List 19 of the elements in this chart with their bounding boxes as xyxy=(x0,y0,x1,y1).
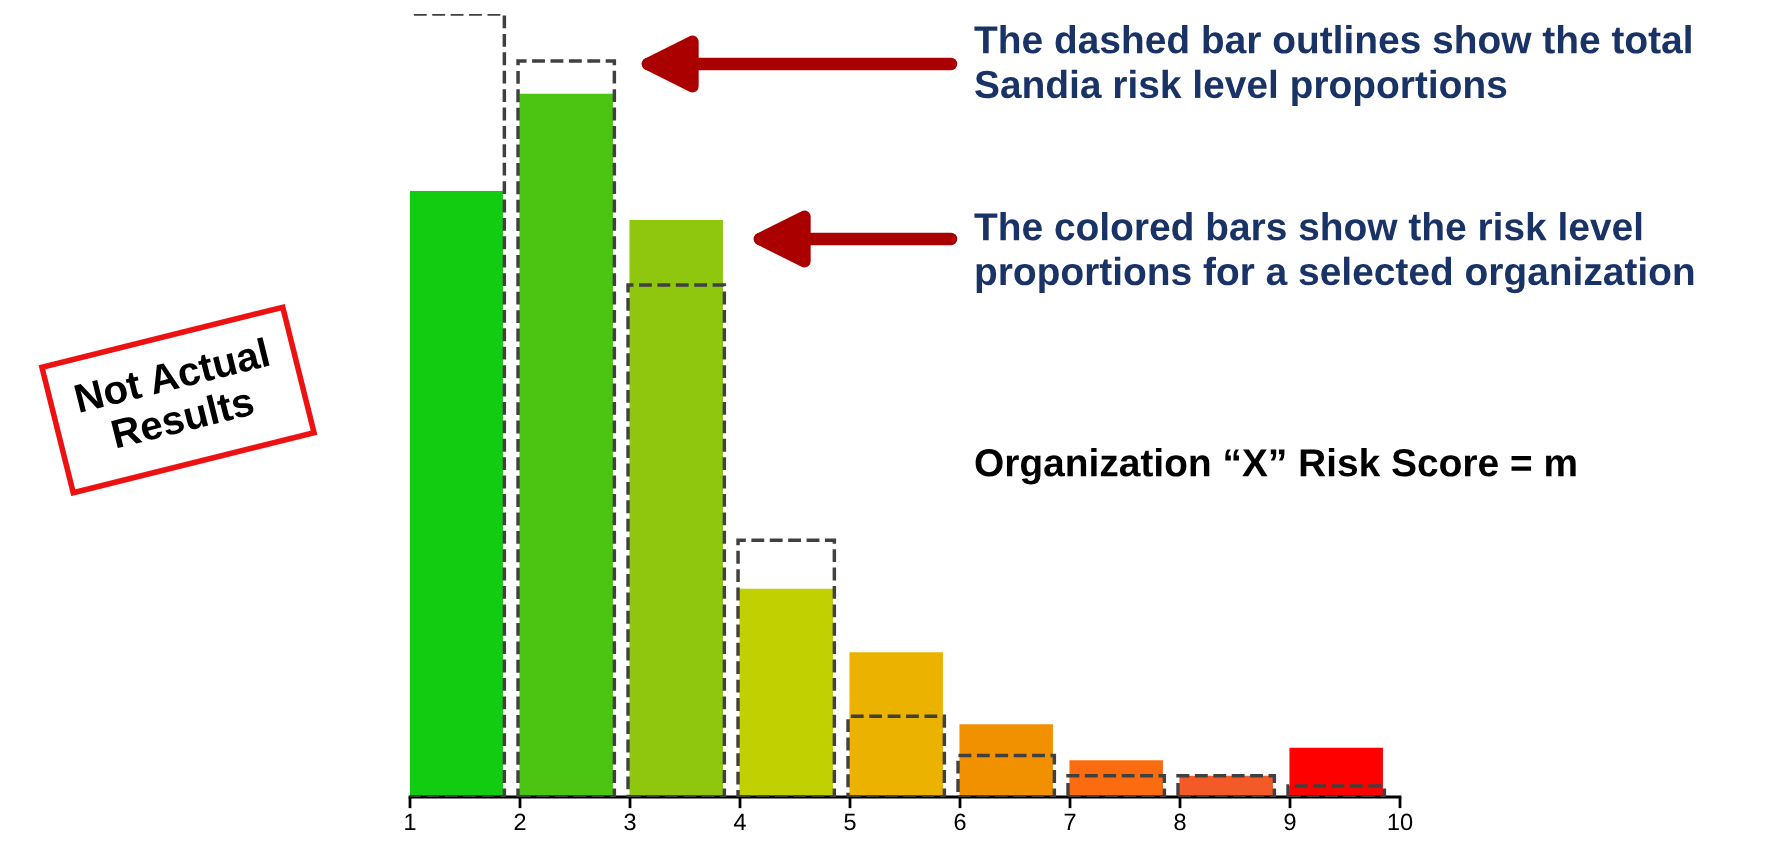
x-tick-label: 3 xyxy=(624,813,636,831)
bar xyxy=(849,652,943,797)
x-tick-label: 6 xyxy=(954,813,966,831)
x-tick-label: 2 xyxy=(514,813,526,831)
x-tick-label: 4 xyxy=(733,813,746,831)
bar xyxy=(739,588,833,797)
x-tick-label: 7 xyxy=(1064,813,1076,831)
annotation: Organization “X” Risk Score = m xyxy=(975,448,1576,485)
x-tick-label: 1 xyxy=(405,813,416,831)
bar xyxy=(959,724,1053,797)
annotation: The dashed bar outlines show the total Sandia risk level proportions xyxy=(974,25,1691,106)
bar xyxy=(410,190,503,797)
bar xyxy=(629,219,723,797)
x-tick-label: 8 xyxy=(1174,813,1186,831)
x-tick-label: 10 xyxy=(1388,813,1413,831)
text: Not Actual Results xyxy=(73,337,270,449)
annotation: The colored bars show the risk level proportions for a selected organization xyxy=(974,212,1694,294)
x-tick-label: 5 xyxy=(844,813,856,831)
x-tick-label: 9 xyxy=(1284,813,1296,831)
